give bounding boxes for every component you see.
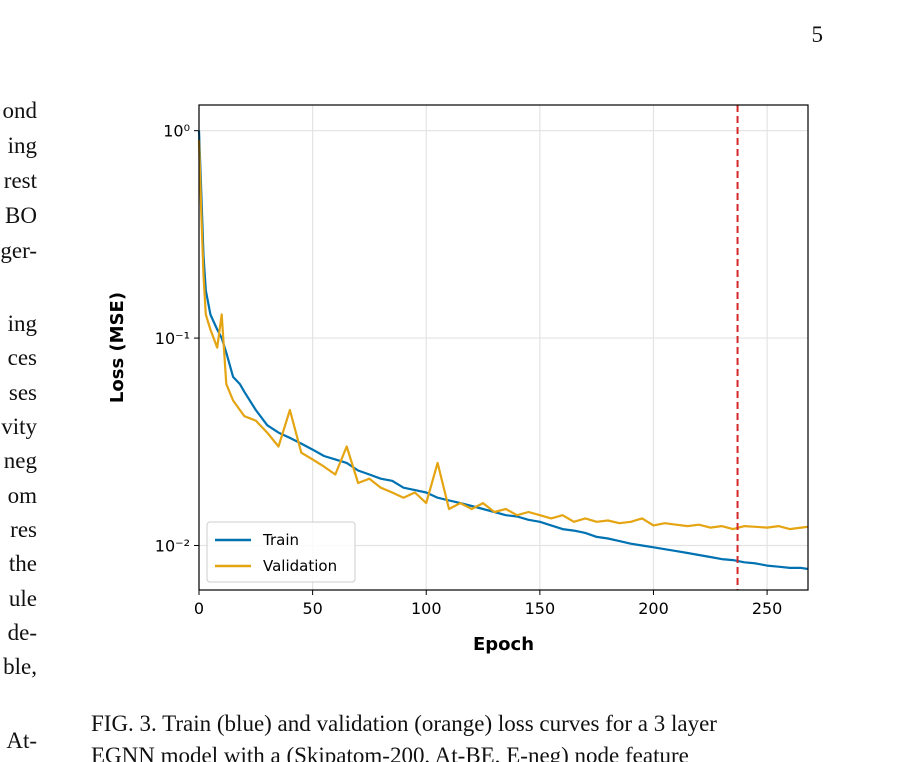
- left-column: ond ing rest BO ger-ing ces ses vity neg om res the…: [0, 98, 37, 753]
- text-fragment: ond: [3, 98, 38, 123]
- text-fragment: ces: [8, 345, 37, 370]
- text-fragment: At-: [6, 728, 37, 753]
- x-tick-label: 200: [638, 599, 669, 618]
- text-fragment: ble,: [3, 654, 37, 679]
- series-line: [197, 140, 809, 531]
- text-fragment: om: [8, 483, 38, 508]
- x-tick-label: 0: [194, 599, 204, 618]
- text-fragment: res: [10, 517, 37, 542]
- x-tick-label: 150: [525, 599, 556, 618]
- legend-label: Train: [262, 531, 299, 549]
- x-tick-label: 250: [752, 599, 783, 618]
- y-tick-label: 10⁻¹: [155, 329, 190, 348]
- text-fragment: neg: [4, 448, 38, 473]
- text-fragment: vity: [1, 414, 37, 439]
- text-fragment: ule: [9, 586, 37, 611]
- text-fragment: ing: [8, 311, 38, 336]
- x-tick-label: 100: [411, 599, 442, 618]
- text-fragment: de-: [8, 620, 37, 645]
- x-tick-label: 50: [302, 599, 322, 618]
- y-tick-label: 10⁻²: [155, 536, 190, 555]
- x-axis-label: Epoch: [473, 634, 534, 655]
- y-axis-label: Loss (MSE): [107, 292, 128, 403]
- text-fragment: ses: [9, 380, 37, 405]
- text-fragment: rest: [4, 168, 38, 193]
- text-fragment: the: [9, 551, 37, 576]
- caption-line: EGNN model with a (Skipatom-200, At-BE, …: [91, 743, 689, 762]
- caption-line: FIG. 3. Train (blue) and validation (ora…: [91, 711, 717, 736]
- text-fragment: ger-: [0, 238, 37, 263]
- legend-label: Validation: [263, 557, 337, 575]
- series-line: [197, 130, 809, 571]
- text-fragment: ing: [8, 133, 38, 158]
- y-tick-label: 10⁰: [163, 122, 190, 141]
- chart: 0 50 100 150 200 250 10⁰ 10⁻¹ 10⁻² Train Validatio…: [107, 104, 809, 655]
- text-fragment: BO: [5, 203, 37, 228]
- page-number: 5: [812, 22, 824, 47]
- plot-frame: [198, 104, 809, 591]
